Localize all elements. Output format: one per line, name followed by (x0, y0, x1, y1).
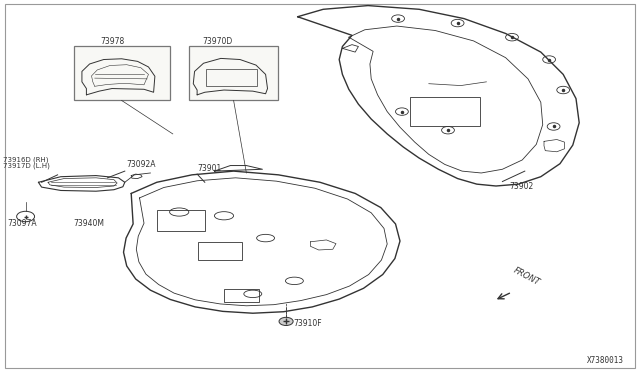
Bar (410, 97, 480, 126)
Text: 73940M: 73940M (74, 219, 104, 228)
Text: 73902: 73902 (509, 182, 534, 191)
Text: 73917D (L.H): 73917D (L.H) (3, 163, 50, 169)
Bar (189, 46, 278, 100)
Text: FRONT: FRONT (512, 266, 541, 287)
Bar (157, 210, 205, 231)
Text: 73092A: 73092A (127, 160, 156, 169)
Text: 73097A: 73097A (8, 219, 37, 228)
Text: 73916D (RH): 73916D (RH) (3, 157, 49, 163)
Bar (206, 69, 257, 86)
Text: 73901: 73901 (197, 164, 221, 173)
Bar (224, 289, 259, 302)
Ellipse shape (279, 317, 293, 326)
Text: 73910F: 73910F (293, 319, 322, 328)
Bar (74, 46, 170, 100)
Bar (189, 46, 278, 100)
Text: X7380013: X7380013 (587, 356, 624, 365)
Bar (198, 242, 242, 260)
Bar (74, 46, 170, 100)
Text: 73970D: 73970D (202, 37, 233, 46)
Text: 73978: 73978 (100, 37, 124, 46)
